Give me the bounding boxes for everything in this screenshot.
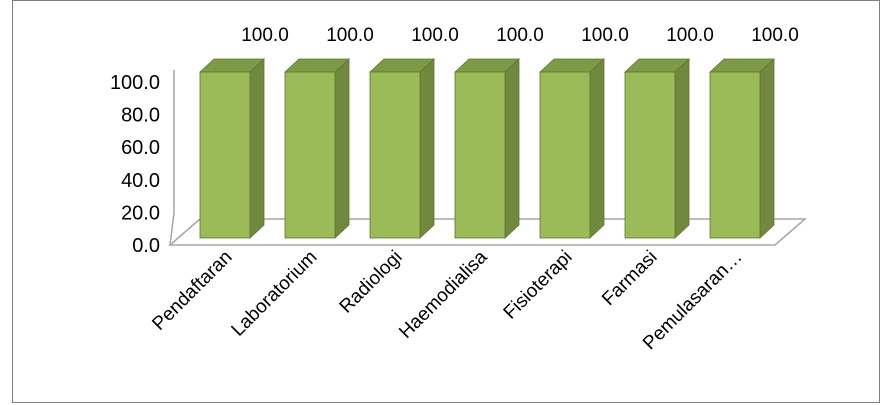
bar-side-face [589, 58, 605, 239]
bar-front-face [624, 71, 676, 239]
bar [283, 58, 351, 239]
category-label: Haemodialisa [395, 246, 492, 343]
bar [623, 58, 691, 239]
bar [538, 58, 606, 239]
floor-left-edge [169, 212, 175, 246]
data-label: 100.0 [496, 25, 544, 46]
y-tick-label: 60.0 [121, 137, 160, 159]
bar-front-face [709, 71, 761, 239]
bar-side-face [419, 58, 435, 239]
bar-front-face [369, 71, 421, 239]
bar-side-face [249, 58, 265, 239]
bar-side-face [759, 58, 775, 239]
y-tick-label: 100.0 [110, 72, 160, 94]
data-label: 100.0 [581, 25, 629, 46]
y-tick-label: 0.0 [132, 235, 160, 257]
floor-plane [167, 218, 808, 246]
bars-layer [198, 58, 776, 239]
bar-side-face [674, 58, 690, 239]
y-tick-label: 20.0 [121, 202, 160, 224]
bar [368, 58, 436, 239]
y-tick-label: 80.0 [121, 105, 160, 127]
axes-layer [167, 70, 808, 246]
category-label: Pendaftaran [148, 247, 236, 335]
bar [453, 58, 521, 239]
bar-side-face [334, 58, 350, 239]
data-label: 100.0 [751, 25, 799, 46]
bar-front-face [199, 71, 251, 239]
data-label: 100.0 [326, 25, 374, 46]
category-label: Farmasi [598, 247, 661, 310]
bar [198, 58, 266, 239]
data-label: 100.0 [411, 25, 459, 46]
y-tick-label: 40.0 [121, 170, 160, 192]
bar [708, 58, 776, 239]
bar-front-face [539, 71, 591, 239]
chart-frame [12, 0, 880, 403]
category-label: Fisioterapi [500, 247, 577, 324]
bar-front-face [284, 71, 336, 239]
bar-front-face [454, 71, 506, 239]
data-label: 100.0 [666, 25, 714, 46]
category-label: Radiologi [336, 247, 407, 318]
data-label: 100.0 [241, 25, 289, 46]
category-label: Laboratorium [228, 247, 322, 341]
bar-side-face [504, 58, 520, 239]
